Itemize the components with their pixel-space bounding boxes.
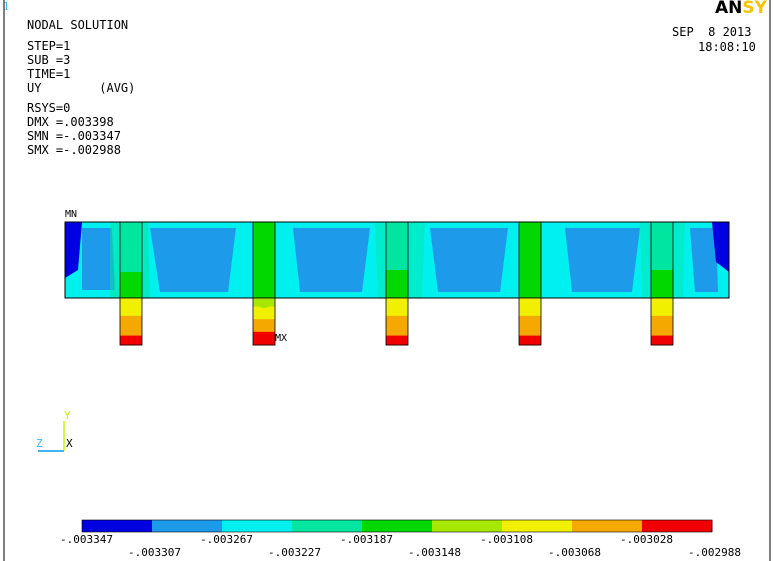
legend-swatch — [82, 520, 153, 532]
legend-swatch — [222, 520, 293, 532]
window-number: 1 — [3, 0, 10, 13]
legend-swatch — [432, 520, 503, 532]
contour-legend-bar — [81, 519, 713, 533]
triad-y-label: Y — [64, 409, 71, 422]
legend-label: -.003068 — [548, 546, 601, 559]
date-stamp: SEP 8 2013 — [672, 25, 752, 39]
legend-swatch — [362, 520, 433, 532]
legend-label: -.003148 — [408, 546, 461, 559]
beam-slab — [64, 221, 730, 299]
legend-swatch — [572, 520, 643, 532]
max-marker: MX — [275, 333, 287, 344]
legend-swatch — [502, 520, 573, 532]
legend-swatch — [152, 520, 223, 532]
triad-z-label: Z — [36, 437, 43, 450]
smn-line: SMN =-.003347 — [27, 129, 121, 143]
coordinate-triad: Y Z X — [36, 409, 73, 452]
legend-label: -.003187 — [340, 533, 393, 546]
support-column — [650, 297, 674, 346]
step-line: STEP=1 — [27, 39, 71, 53]
legend-swatch — [292, 520, 363, 532]
min-marker: MN — [65, 209, 77, 220]
legend-label: -.003307 — [128, 546, 181, 559]
smx-line: SMX =-.002988 — [27, 143, 121, 157]
sub-line: SUB =3 — [27, 53, 71, 67]
solution-title: NODAL SOLUTION — [27, 18, 129, 32]
legend-label: -.003028 — [620, 533, 673, 546]
support-column — [385, 297, 409, 346]
legend-swatch — [642, 520, 713, 532]
support-column — [518, 297, 542, 346]
triad-x-label: X — [66, 437, 73, 450]
dmx-line: DMX =.003398 — [27, 115, 114, 129]
legend-label: -.002988 — [688, 546, 741, 559]
support-column — [119, 297, 143, 346]
legend-label: -.003227 — [268, 546, 321, 559]
legend-label: -.003267 — [200, 533, 253, 546]
result-item-line: UY (AVG) — [27, 81, 136, 95]
legend-label: -.003108 — [480, 533, 533, 546]
time-stamp: 18:08:10 — [698, 40, 756, 54]
legend-border — [81, 519, 713, 533]
legend-label: -.003347 — [60, 533, 113, 546]
support-column — [252, 297, 276, 346]
time-line: TIME=1 — [27, 67, 71, 81]
ansys-logo: ANSY — [715, 0, 767, 18]
rsys-line: RSYS=0 — [27, 101, 71, 115]
support-columns — [119, 297, 674, 346]
